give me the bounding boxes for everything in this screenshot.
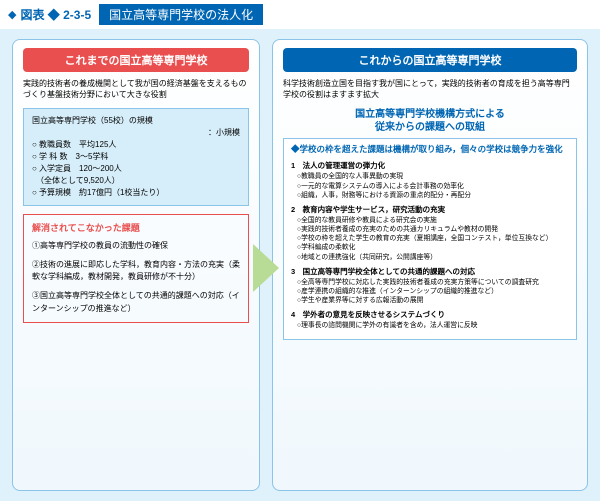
- item: ○学科編成の柔軟化: [297, 243, 569, 252]
- item: ○学生や産業界等に対する広報活動の展開: [297, 296, 569, 305]
- left-intro: 実践的技術者の養成機関として我が国の経済基盤を支えるものづくり基盤技術分野におい…: [23, 78, 249, 100]
- section-title: 2 教育内容や学生サービス，研究活動の充実: [291, 204, 569, 215]
- scale-line: （全体として9,520人）: [32, 175, 240, 187]
- right-heading: これからの国立高等専門学校: [283, 48, 577, 72]
- section-2: 2 教育内容や学生サービス，研究活動の充実 ○全国的な教員研修や教員による研究会…: [291, 204, 569, 262]
- left-column: これまでの国立高等専門学校 実践的技術者の養成機関として我が国の経済基盤を支える…: [12, 39, 260, 491]
- left-heading: これまでの国立高等専門学校: [23, 48, 249, 72]
- diagram-body: これまでの国立高等専門学校 実践的技術者の養成機関として我が国の経済基盤を支える…: [0, 29, 600, 501]
- issue-item: ③国立高等専門学校全体としての共通的課題への対応（インターンシップの推進など）: [32, 290, 240, 316]
- section-items: ○全高等専門学校に対応した実践的技術者養成の充実方策等についての調査研究 ○産学…: [291, 278, 569, 306]
- section-title: 3 国立高等専門学校全体としての共通的課題への対応: [291, 266, 569, 277]
- right-column: これからの国立高等専門学校 科学技術創造立国を目指す我が国にとって，実践的技術者…: [272, 39, 588, 491]
- item: ○学校の枠を超えた学生の教育の充実（夏期講座，全国コンテスト，単位互換など）: [297, 234, 569, 243]
- section-items: ○全国的な教員研修や教員による研究会の実施 ○実践的技術者養成の充実のための共通…: [291, 216, 569, 262]
- scale-box: 国立高等専門学校（55校）の規模 ：小規模 ○ 教職員数 平均125人 ○ 学 …: [23, 108, 249, 206]
- section-items: ○理事長の諮問機関に学外の有識者を含め，法人運営に反映: [291, 321, 569, 330]
- item: ○一元的な電算システムの導入による会計事務の効率化: [297, 182, 569, 191]
- scale-line: ○ 教職員数 平均125人: [32, 139, 240, 151]
- right-caption: 国立高等専門学校機構方式による 従来からの課題への取組: [283, 108, 577, 134]
- scale-line: 国立高等専門学校（55校）の規模: [32, 115, 240, 127]
- figure-title: 国立高等専門学校の法人化: [99, 4, 263, 25]
- item: ○組織，人事，財務等における資源の重点的配分・再配分: [297, 191, 569, 200]
- item: ○産学連携の組織的な推進（インターンシップの組織的推進など）: [297, 287, 569, 296]
- figure-header: ◆ 図表 ◆ 2-3-5 国立高等専門学校の法人化: [0, 0, 600, 29]
- arrow-icon: [253, 244, 279, 292]
- section-items: ○教職員の全国的な人事異動の実現 ○一元的な電算システムの導入による会計事務の効…: [291, 172, 569, 200]
- item: ○理事長の諮問機関に学外の有識者を含め，法人運営に反映: [297, 321, 569, 330]
- issue-item: ①高等専門学校の教員の流動性の確保: [32, 240, 240, 253]
- issues-box: 解消されてこなかった課題 ①高等専門学校の教員の流動性の確保 ②技術の進展に即応…: [23, 214, 249, 322]
- section-title: 4 学外者の意見を反映させるシステムづくり: [291, 309, 569, 320]
- item: ○教職員の全国的な人事異動の実現: [297, 172, 569, 181]
- issues-title: 解消されてこなかった課題: [32, 221, 240, 235]
- caption-line: 従来からの課題への取組: [283, 121, 577, 134]
- item: ○実践的技術者養成の充実のための共通カリキュラムや教材の開発: [297, 225, 569, 234]
- right-intro: 科学技術創造立国を目指す我が国にとって，実践的技術者の育成を担う高等専門学校の役…: [283, 78, 577, 100]
- item: ○全高等専門学校に対応した実践的技術者養成の充実方策等についての調査研究: [297, 278, 569, 287]
- issue-item: ②技術の進展に即応した学科，教育内容・方法の充実（柔軟な学科編成，教材開発，教員…: [32, 259, 240, 285]
- section-1: 1 法人の管理運営の弾力化 ○教職員の全国的な人事異動の実現 ○一元的な電算シス…: [291, 160, 569, 200]
- section-title: 1 法人の管理運営の弾力化: [291, 160, 569, 171]
- diamond-icon: ◆: [8, 8, 16, 21]
- item: ○全国的な教員研修や教員による研究会の実施: [297, 216, 569, 225]
- scale-line: ○ 入学定員 120～200人: [32, 163, 240, 175]
- section-3: 3 国立高等専門学校全体としての共通的課題への対応 ○全高等専門学校に対応した実…: [291, 266, 569, 306]
- section-4: 4 学外者の意見を反映させるシステムづくり ○理事長の諮問機関に学外の有識者を含…: [291, 309, 569, 330]
- item: ○地域との連携強化（共同研究，公開講座等）: [297, 253, 569, 262]
- scale-line: ：小規模: [32, 127, 240, 139]
- initiatives-lead: ◆学校の枠を超えた課題は機構が取り組み，個々の学校は競争力を強化: [291, 144, 569, 155]
- figure-number: 図表 ◆ 2-3-5: [20, 6, 91, 23]
- scale-line: ○ 予算規模 約17億円（1校当たり）: [32, 187, 240, 199]
- caption-line: 国立高等専門学校機構方式による: [283, 108, 577, 121]
- scale-line: ○ 学 科 数 3～5学科: [32, 151, 240, 163]
- initiatives-box: ◆学校の枠を超えた課題は機構が取り組み，個々の学校は競争力を強化 1 法人の管理…: [283, 138, 577, 340]
